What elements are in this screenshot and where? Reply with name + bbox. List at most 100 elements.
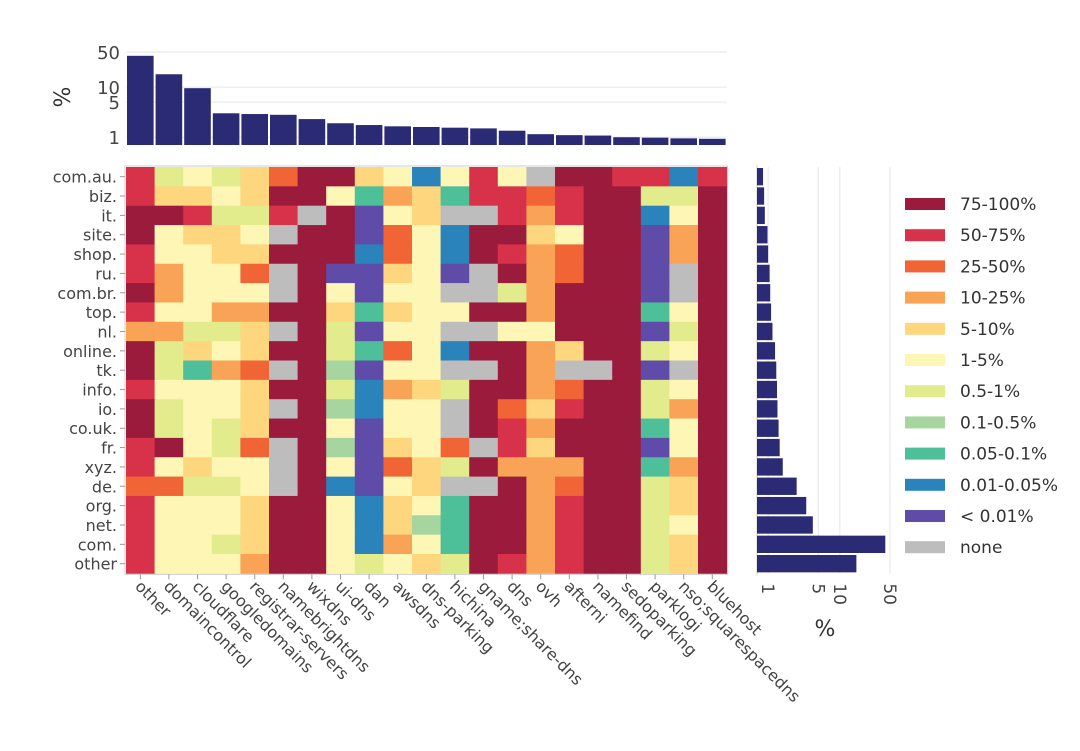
heatmap-cell xyxy=(669,495,699,516)
heatmap-cell xyxy=(326,283,356,303)
heatmap-cell xyxy=(383,360,413,381)
heatmap-cell xyxy=(555,321,585,342)
heatmap-cell xyxy=(297,341,327,361)
heatmap-cell xyxy=(126,476,156,497)
heatmap-cell xyxy=(583,167,613,187)
heatmap-cell xyxy=(640,167,670,187)
heatmap-cell xyxy=(269,476,299,497)
heatmap-cell xyxy=(583,302,613,323)
heatmap-cell xyxy=(240,205,270,226)
heatmap-cell xyxy=(412,534,442,555)
top-bar xyxy=(556,135,583,145)
heatmap-cell xyxy=(126,418,156,439)
heatmap-cell xyxy=(383,515,413,536)
heatmap-cell xyxy=(612,495,642,516)
heatmap-cell xyxy=(669,379,699,400)
top-y-tick-label: 50 xyxy=(97,43,120,64)
heatmap-cell xyxy=(297,225,327,245)
heatmap-cell xyxy=(440,205,470,226)
row-label: shop. xyxy=(73,245,117,264)
heatmap-cell xyxy=(154,534,184,555)
heatmap-cell xyxy=(126,534,156,555)
heatmap-cell xyxy=(154,341,184,361)
top-bar xyxy=(127,55,154,145)
row-label: com. xyxy=(78,535,117,554)
heatmap-cell xyxy=(383,263,413,284)
heatmap-cell xyxy=(698,244,728,265)
heatmap-cell xyxy=(669,283,699,303)
heatmap-cell xyxy=(469,476,499,497)
heatmap-cell xyxy=(555,379,585,400)
heatmap-cell xyxy=(126,186,156,207)
heatmap-cell xyxy=(240,379,270,400)
right-x-tick-label: 10 xyxy=(829,583,849,605)
heatmap-cell xyxy=(640,399,670,420)
heatmap-cell xyxy=(240,283,270,303)
heatmap-cell xyxy=(555,263,585,284)
heatmap-cell xyxy=(583,418,613,439)
heatmap-cell xyxy=(412,379,442,400)
heatmap-cell xyxy=(698,283,728,303)
heatmap-cell xyxy=(154,515,184,536)
heatmap-cell xyxy=(612,360,642,381)
heatmap-cell xyxy=(154,225,184,245)
heatmap-cell xyxy=(440,186,470,207)
heatmap-cell xyxy=(469,341,499,361)
heatmap-cell xyxy=(469,515,499,536)
heatmap-cell xyxy=(497,495,527,516)
top-y-tick-label: 1 xyxy=(109,128,120,149)
heatmap-cell xyxy=(440,263,470,284)
heatmap-cell xyxy=(383,418,413,439)
heatmap-cell xyxy=(412,283,442,303)
heatmap-cell xyxy=(154,379,184,400)
heatmap-cell xyxy=(297,167,327,187)
right-bar xyxy=(757,400,778,418)
legend-swatch xyxy=(905,478,945,491)
heatmap-cell xyxy=(183,225,213,245)
heatmap-cell xyxy=(640,321,670,342)
heatmap-cell xyxy=(669,263,699,284)
heatmap-cell xyxy=(555,244,585,265)
right-bar xyxy=(757,168,764,186)
heatmap-cell xyxy=(469,495,499,516)
heatmap-cell xyxy=(297,437,327,458)
heatmap-cell xyxy=(497,379,527,400)
row-label: biz. xyxy=(89,187,117,206)
heatmap-cell xyxy=(326,341,356,361)
heatmap-cell xyxy=(383,534,413,555)
right-bar xyxy=(757,284,771,302)
legend-swatch xyxy=(905,447,945,460)
heatmap-cell xyxy=(383,244,413,265)
heatmap-cell xyxy=(383,186,413,207)
heatmap-cell xyxy=(383,283,413,303)
heatmap-cell xyxy=(269,283,299,303)
right-bar xyxy=(757,380,777,399)
heatmap-cell xyxy=(698,476,728,497)
heatmap-cell xyxy=(269,244,299,265)
heatmap-cell xyxy=(669,399,699,420)
heatmap-cell xyxy=(526,186,556,207)
legend-swatch xyxy=(905,291,945,304)
top-bar xyxy=(527,134,554,145)
heatmap-cell xyxy=(612,418,642,439)
heatmap-cell xyxy=(383,554,413,574)
heatmap-cell xyxy=(183,205,213,226)
heatmap-cell xyxy=(698,263,728,284)
legend-label: 0.5-1% xyxy=(960,382,1020,402)
heatmap-cell xyxy=(240,341,270,361)
legend-swatch xyxy=(905,229,945,242)
heatmap-cell xyxy=(240,399,270,420)
right-x-axis-label: % xyxy=(815,617,836,642)
heatmap-cell xyxy=(183,244,213,265)
heatmap-cell xyxy=(669,437,699,458)
heatmap-cell xyxy=(269,495,299,516)
heatmap-cell xyxy=(326,360,356,381)
heatmap-cell xyxy=(326,186,356,207)
heatmap-cell xyxy=(326,225,356,245)
heatmap-cell xyxy=(326,554,356,574)
heatmap-cell xyxy=(612,167,642,187)
heatmap-cell xyxy=(526,360,556,381)
heatmap-cell xyxy=(469,534,499,555)
heatmap-cell xyxy=(698,321,728,342)
heatmap-cell xyxy=(412,186,442,207)
